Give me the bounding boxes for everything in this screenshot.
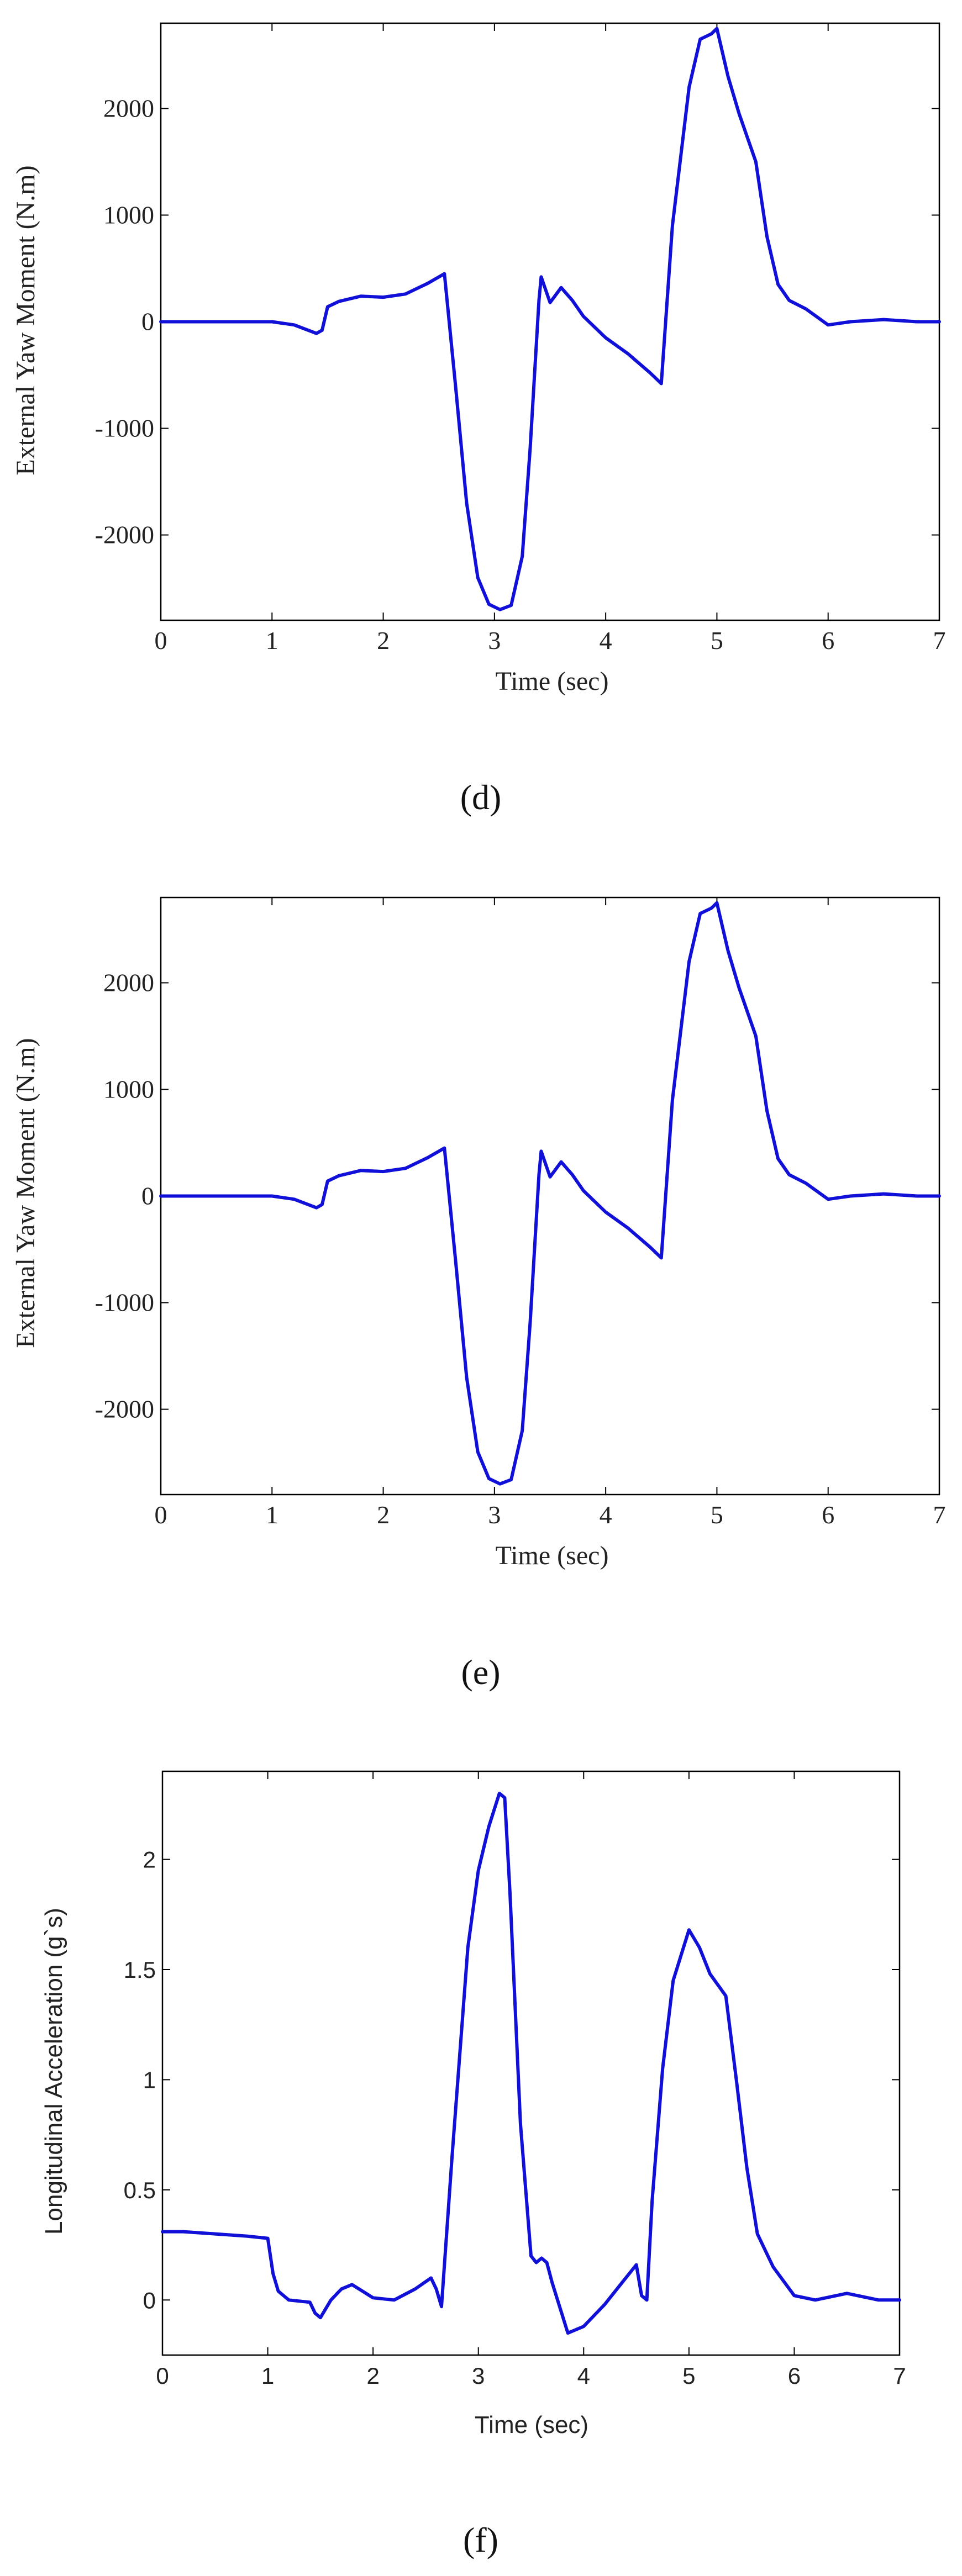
x-tick-label: 2	[377, 626, 390, 654]
x-tick-label: 3	[488, 626, 501, 654]
y-tick-label: -1000	[95, 1289, 154, 1317]
y-tick-label: 1000	[103, 200, 154, 229]
y-tick-label: -1000	[95, 414, 154, 442]
x-tick-label: 4	[577, 2363, 590, 2389]
x-tick-label: 6	[822, 626, 834, 654]
x-tick-label: 2	[366, 2363, 379, 2389]
x-tick-label: 7	[933, 1501, 946, 1529]
x-tick-label: 5	[682, 2363, 695, 2389]
series-line	[159, 27, 941, 611]
chart-d: External Yaw Moment (N.m) Time (sec) (d)…	[11, 22, 946, 817]
x-tick-label: 6	[822, 1501, 834, 1529]
y-tick-label: 1.5	[124, 1957, 156, 1983]
series-line	[161, 1791, 901, 2335]
y-tick-label: -2000	[95, 521, 154, 549]
caption-e: (e)	[461, 1653, 500, 1692]
chart-f: Longitudinal Acceleration (g`s) Time (se…	[40, 1770, 906, 2559]
x-tick-label: 6	[788, 2363, 801, 2389]
x-axis-label: Time (sec)	[496, 667, 609, 696]
y-tick-label: 0.5	[124, 2177, 156, 2203]
x-tick-label: 3	[472, 2363, 485, 2389]
chart-e: External Yaw Moment (N.m) Time (sec) (e)…	[11, 896, 946, 1692]
y-tick-label: 0	[143, 2287, 156, 2313]
caption-f: (f)	[463, 2520, 498, 2559]
series-line	[159, 901, 941, 1486]
x-tick-label: 1	[261, 2363, 274, 2389]
x-tick-label: 4	[600, 1501, 612, 1529]
x-tick-label: 3	[488, 1501, 501, 1529]
y-tick-label: 2	[143, 1847, 156, 1873]
y-tick-label: 0	[141, 1182, 154, 1210]
y-axis-label: Longitudinal Acceleration (g`s)	[40, 1908, 67, 2235]
y-tick-label: 2000	[103, 968, 154, 996]
x-tick-label: 5	[711, 626, 723, 654]
x-tick-label: 0	[155, 626, 167, 654]
x-axis-label: Time (sec)	[475, 2411, 588, 2438]
y-tick-label: 1	[143, 2067, 156, 2093]
y-axis-label: External Yaw Moment (N.m)	[11, 165, 40, 475]
x-tick-label: 7	[893, 2363, 906, 2389]
x-axis-label: Time (sec)	[496, 1541, 609, 1570]
x-tick-label: 1	[266, 626, 278, 654]
x-tick-label: 5	[711, 1501, 723, 1529]
caption-d: (d)	[460, 778, 502, 817]
x-tick-label: 0	[156, 2363, 169, 2389]
x-tick-label: 7	[933, 626, 946, 654]
y-tick-label: 1000	[103, 1075, 154, 1103]
y-tick-label: -2000	[95, 1395, 154, 1423]
y-tick-label: 0	[141, 308, 154, 336]
y-tick-label: 2000	[103, 94, 154, 122]
x-tick-label: 0	[155, 1501, 167, 1529]
y-axis-label: External Yaw Moment (N.m)	[11, 1038, 40, 1348]
x-tick-label: 4	[600, 626, 612, 654]
plot-frame	[161, 1770, 901, 2356]
x-tick-label: 1	[266, 1501, 278, 1529]
x-tick-label: 2	[377, 1501, 390, 1529]
